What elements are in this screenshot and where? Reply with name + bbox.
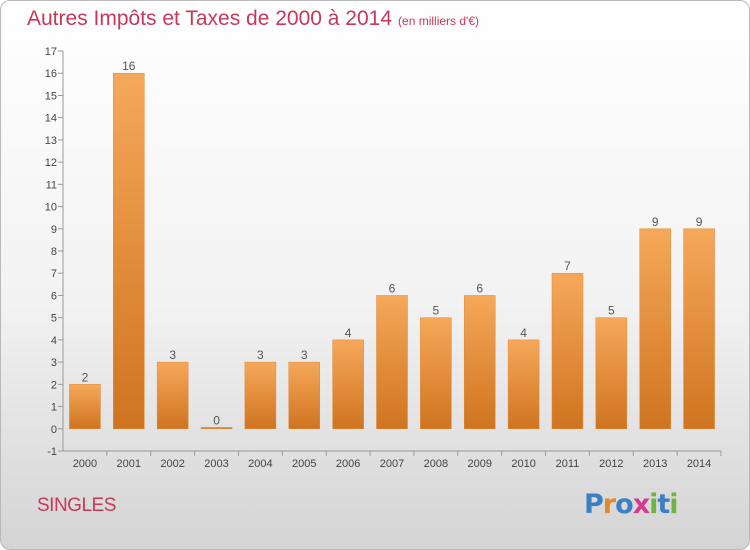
y-tick-label: 6 xyxy=(51,290,57,302)
bar xyxy=(288,361,321,430)
y-tick-label: -1 xyxy=(47,446,57,458)
bar-value-label: 3 xyxy=(301,348,308,362)
bar-value-label: 3 xyxy=(169,348,176,362)
x-tick-label: 2002 xyxy=(160,458,184,470)
bar-value-label: 16 xyxy=(122,59,136,73)
bar xyxy=(113,72,145,430)
y-tick-label: 15 xyxy=(45,90,57,102)
bar xyxy=(639,228,671,430)
logo-letter: P xyxy=(584,489,604,520)
logo-letter: o xyxy=(615,489,634,520)
bar xyxy=(156,361,189,430)
bar-value-label: 5 xyxy=(608,304,615,318)
x-tick-label: 2011 xyxy=(556,458,580,470)
bar-value-label: 6 xyxy=(389,281,396,295)
bar xyxy=(551,272,584,430)
x-tick-label: 2008 xyxy=(424,458,448,470)
y-tick-label: 11 xyxy=(46,179,57,191)
y-tick-label: 8 xyxy=(51,246,57,258)
bar xyxy=(595,317,628,430)
x-tick-label: 2005 xyxy=(292,458,316,470)
y-tick-label: 16 xyxy=(45,68,57,80)
y-tick-label: 0 xyxy=(51,424,57,436)
bar xyxy=(420,317,452,430)
x-tick-label: 2009 xyxy=(467,458,491,470)
chart-unit: (en milliers d'€) xyxy=(398,14,480,28)
y-tick-label: 17 xyxy=(45,46,57,58)
commune-name: SINGLES xyxy=(37,495,116,516)
bar xyxy=(507,339,540,430)
y-tick-label: 7 xyxy=(51,268,57,280)
bar-value-label: 9 xyxy=(652,215,659,229)
y-tick-label: 10 xyxy=(45,202,57,214)
bar-value-label: 4 xyxy=(520,326,527,340)
y-tick-label: 14 xyxy=(45,113,57,125)
bar xyxy=(683,228,715,430)
logo-letter: r xyxy=(602,489,616,520)
x-tick-label: 2012 xyxy=(599,458,623,470)
bar-value-label: 7 xyxy=(564,259,571,273)
logo-letter: i xyxy=(669,489,678,520)
x-tick-label: 2007 xyxy=(380,458,404,470)
bar xyxy=(244,361,277,430)
bar-value-label: 5 xyxy=(433,304,440,318)
chart-title-text: Autres Impôts et Taxes de 2000 à 2014 xyxy=(27,7,393,30)
x-tick-label: 2003 xyxy=(204,458,228,470)
chart-title: Autres Impôts et Taxes de 2000 à 2014 (en… xyxy=(27,7,479,31)
logo-letter: x xyxy=(632,489,650,520)
y-tick-label: 3 xyxy=(51,357,57,369)
bar xyxy=(376,295,408,430)
y-tick-label: 4 xyxy=(51,335,57,347)
logo-letter: t xyxy=(657,489,670,520)
x-tick-label: 2006 xyxy=(336,458,360,470)
bar xyxy=(332,339,364,430)
y-tick-label: 9 xyxy=(51,224,57,236)
bar-value-label: 6 xyxy=(476,281,483,295)
y-tick-label: 1 xyxy=(51,402,57,414)
y-tick-label: 12 xyxy=(45,157,57,169)
y-tick-label: 13 xyxy=(45,135,57,147)
y-tick-label: 2 xyxy=(51,379,57,391)
bar xyxy=(200,427,233,430)
bar-value-label: 0 xyxy=(213,413,220,427)
x-tick-label: 2014 xyxy=(687,458,711,470)
bar xyxy=(463,295,496,430)
x-tick-label: 2001 xyxy=(117,458,141,470)
x-tick-label: 2010 xyxy=(511,458,535,470)
bar-value-label: 9 xyxy=(696,215,703,229)
bar-value-label: 4 xyxy=(345,326,352,340)
bar xyxy=(69,384,101,430)
x-tick-label: 2013 xyxy=(643,458,667,470)
bar-value-label: 3 xyxy=(257,348,264,362)
logo-letter: i xyxy=(649,489,658,520)
x-tick-label: 2000 xyxy=(73,458,97,470)
bar-value-label: 2 xyxy=(82,370,89,384)
proxiti-logo[interactable]: Proxiti xyxy=(584,489,679,520)
y-tick-label: 5 xyxy=(51,313,57,325)
x-tick-label: 2004 xyxy=(248,458,272,470)
